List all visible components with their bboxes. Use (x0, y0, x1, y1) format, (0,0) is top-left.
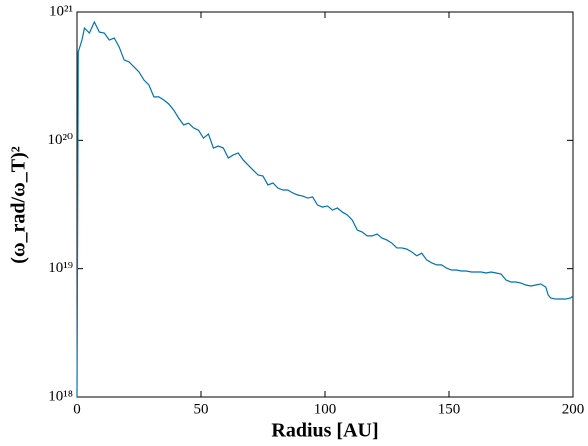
x-tick-label: 100 (314, 401, 337, 417)
y-tick-label: 10²¹ (49, 3, 73, 19)
x-tick-label: 0 (73, 401, 81, 417)
x-tick-label: 150 (438, 401, 461, 417)
x-tick-label: 200 (562, 401, 585, 417)
y-tick-label: 10²⁰ (47, 132, 73, 148)
x-axis-label: Radius [AU] (271, 420, 378, 442)
y-axis-label: (ω_rad/ω_T)² (8, 146, 30, 263)
y-tick-label: 10¹⁸ (48, 388, 73, 404)
x-tick-label: 50 (194, 401, 209, 417)
plot-frame (76, 11, 574, 398)
data-line (76, 20, 574, 398)
y-tick-label: 10¹⁹ (48, 260, 73, 276)
